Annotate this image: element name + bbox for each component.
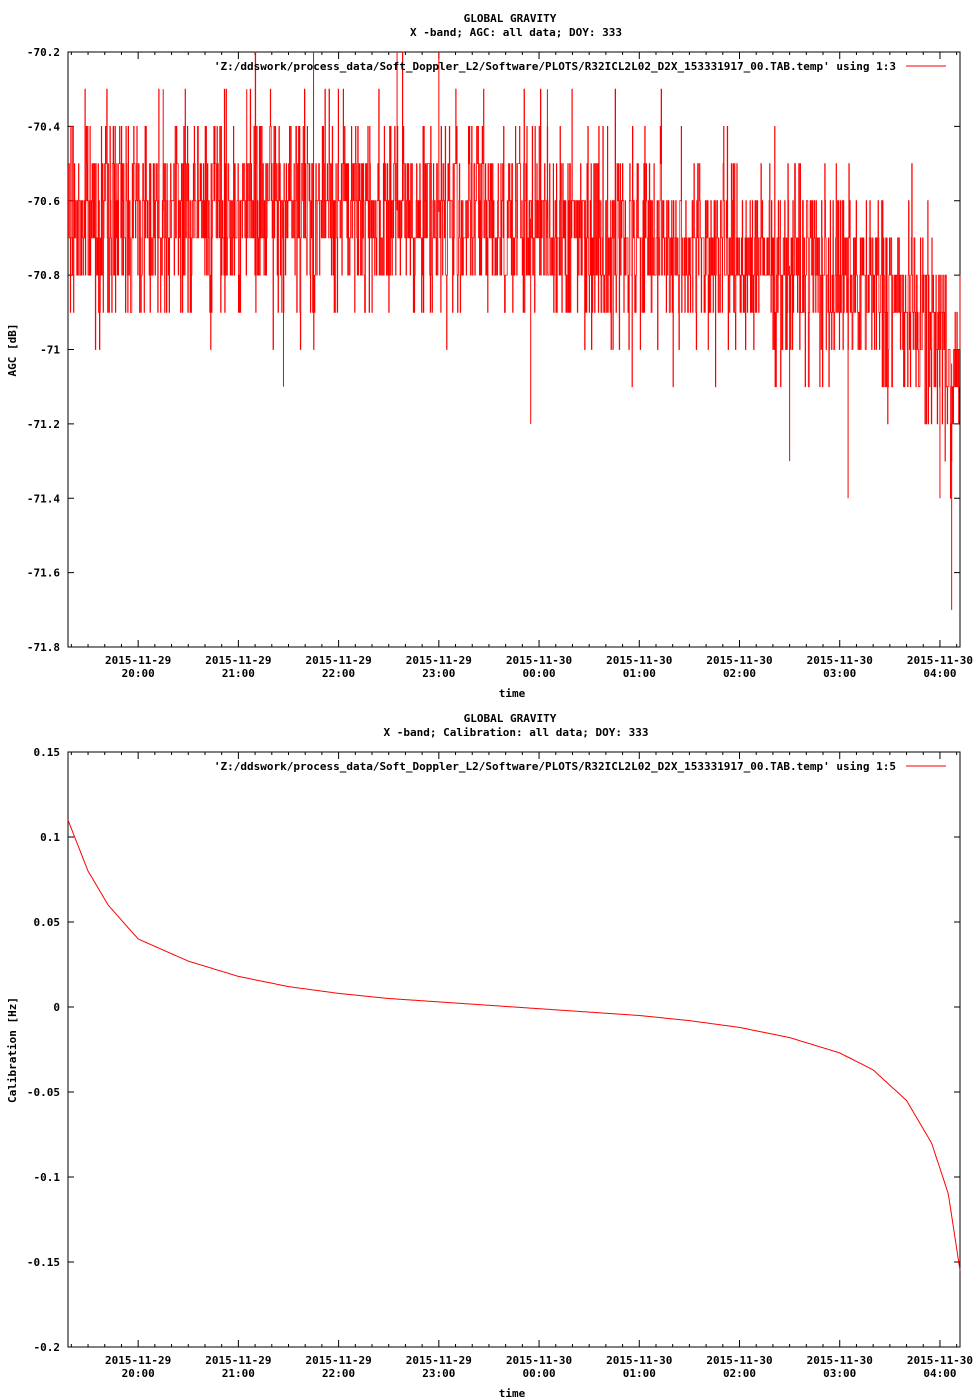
x-tick-time: 02:00	[723, 667, 756, 680]
calibration-series	[67, 819, 961, 1271]
x-tick-time: 23:00	[422, 1367, 455, 1380]
y-tick-label: -71.4	[27, 492, 60, 505]
x-tick-time: 23:00	[422, 667, 455, 680]
y-tick-label: -0.15	[27, 1256, 60, 1269]
x-axis-label: time	[499, 1387, 526, 1400]
y-tick-label: -0.1	[34, 1171, 61, 1184]
y-tick-label: -70.4	[27, 120, 60, 133]
x-tick-date: 2015-11-30	[907, 654, 973, 667]
x-axis-ticks: 2015-11-2920:002015-11-2921:002015-11-29…	[70, 752, 973, 1380]
x-tick-time: 20:00	[122, 1367, 155, 1380]
legend-entry-label: 'Z:/ddswork/process_data/Soft_Doppler_L2…	[214, 760, 896, 773]
x-axis-label: time	[499, 687, 526, 700]
x-tick-date: 2015-11-30	[807, 654, 873, 667]
y-tick-label: -70.6	[27, 195, 60, 208]
x-tick-date: 2015-11-29	[105, 654, 171, 667]
y-tick-label: -71	[40, 344, 60, 357]
x-tick-date: 2015-11-29	[205, 654, 271, 667]
x-tick-time: 03:00	[823, 1367, 856, 1380]
calibration-chart: GLOBAL GRAVITY X -band; Calibration: all…	[6, 712, 973, 1400]
x-tick-time: 21:00	[222, 1367, 255, 1380]
x-tick-date: 2015-11-29	[105, 1354, 171, 1367]
x-tick-time: 20:00	[122, 667, 155, 680]
chart-subtitle: X -band; Calibration: all data; DOY: 333	[384, 726, 649, 739]
y-tick-label: 0	[53, 1001, 60, 1014]
x-tick-date: 2015-11-29	[406, 654, 472, 667]
y-tick-label: -70.2	[27, 46, 60, 59]
x-tick-time: 00:00	[522, 1367, 555, 1380]
x-tick-date: 2015-11-30	[706, 654, 772, 667]
y-tick-label: -71.2	[27, 418, 60, 431]
x-tick-time: 03:00	[823, 667, 856, 680]
x-tick-date: 2015-11-29	[305, 1354, 371, 1367]
x-tick-date: 2015-11-30	[907, 1354, 973, 1367]
y-axis-label: Calibration [Hz]	[6, 997, 19, 1103]
x-tick-time: 21:00	[222, 667, 255, 680]
x-tick-date: 2015-11-30	[606, 1354, 672, 1367]
x-tick-time: 22:00	[322, 1367, 355, 1380]
x-tick-date: 2015-11-29	[406, 1354, 472, 1367]
x-tick-date: 2015-11-30	[706, 1354, 772, 1367]
y-axis-ticks: 0.15 0.1 0.05 0 -0.05 -0.1 -0.15 -0.2	[27, 746, 960, 1354]
chart-title: GLOBAL GRAVITY	[464, 12, 557, 25]
series-line	[67, 819, 961, 1271]
y-tick-label: 0.15	[34, 746, 61, 759]
y-tick-label: -0.05	[27, 1086, 60, 1099]
legend-entry-label: 'Z:/ddswork/process_data/Soft_Doppler_L2…	[214, 60, 896, 73]
legend: 'Z:/ddswork/process_data/Soft_Doppler_L2…	[214, 60, 946, 73]
plot-frame	[67, 751, 961, 1348]
x-tick-date: 2015-11-29	[205, 1354, 271, 1367]
x-tick-time: 01:00	[623, 667, 656, 680]
x-tick-date: 2015-11-30	[807, 1354, 873, 1367]
x-tick-time: 00:00	[522, 667, 555, 680]
agc-chart: GLOBAL GRAVITY X -band; AGC: all data; D…	[6, 12, 973, 700]
y-tick-label: -71.8	[27, 641, 60, 654]
x-tick-time: 22:00	[322, 667, 355, 680]
chart-subtitle: X -band; AGC: all data; DOY: 333	[410, 26, 622, 39]
y-tick-label: -0.2	[34, 1341, 61, 1354]
x-tick-time: 04:00	[923, 667, 956, 680]
legend: 'Z:/ddswork/process_data/Soft_Doppler_L2…	[214, 760, 946, 773]
chart-title: GLOBAL GRAVITY	[464, 712, 557, 725]
x-tick-date: 2015-11-30	[506, 654, 572, 667]
y-tick-label: -70.8	[27, 269, 60, 282]
x-tick-date: 2015-11-30	[506, 1354, 572, 1367]
y-tick-label: -71.6	[27, 567, 60, 580]
series-line	[68, 51, 961, 499]
y-axis-ticks: -70.2 -70.4 -70.6 -70.8 -71 -71.2 -71.4 -71.6 -7…	[27, 46, 960, 654]
x-tick-time: 02:00	[723, 1367, 756, 1380]
x-tick-time: 01:00	[623, 1367, 656, 1380]
x-tick-date: 2015-11-30	[606, 654, 672, 667]
y-tick-label: 0.05	[34, 916, 61, 929]
x-tick-time: 04:00	[923, 1367, 956, 1380]
y-axis-label: AGC [dB]	[6, 324, 19, 377]
y-tick-label: 0.1	[40, 831, 60, 844]
x-tick-date: 2015-11-29	[305, 654, 371, 667]
agc-series	[68, 51, 961, 610]
x-axis-ticks: 2015-11-2920:002015-11-2921:002015-11-29…	[70, 52, 973, 680]
